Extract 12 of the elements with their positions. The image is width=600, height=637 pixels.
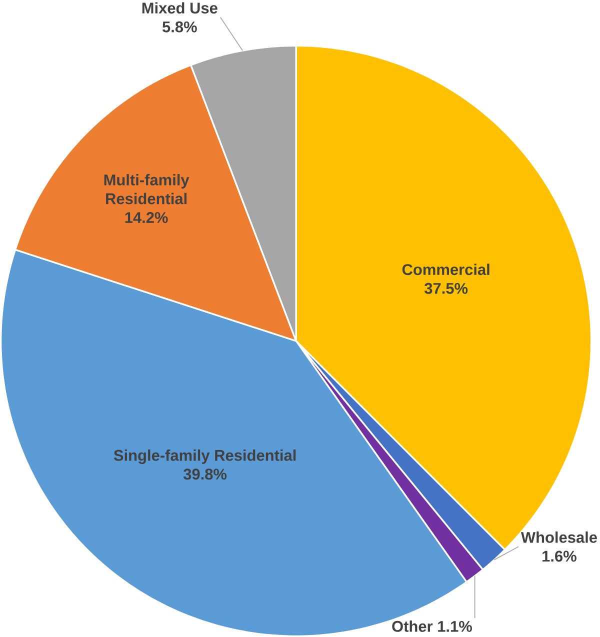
- slice-label: Mixed Use: [142, 2, 218, 14]
- data-label: 1.1%: [438, 620, 472, 632]
- slice-label: Commercial: [402, 264, 490, 276]
- slice-label: Multi-family Residential: [104, 174, 190, 204]
- slice-label: Wholesale: [521, 532, 598, 543]
- slice-label: Single-family Residential: [114, 449, 296, 464]
- data-label: 1.6%: [542, 550, 577, 562]
- data-label: 5.8%: [162, 21, 198, 32]
- data-label: 14.2%: [125, 212, 168, 223]
- data-label: 37.5%: [424, 282, 468, 294]
- data-label: 39.8%: [184, 468, 227, 480]
- slice-label: Other: [392, 620, 433, 632]
